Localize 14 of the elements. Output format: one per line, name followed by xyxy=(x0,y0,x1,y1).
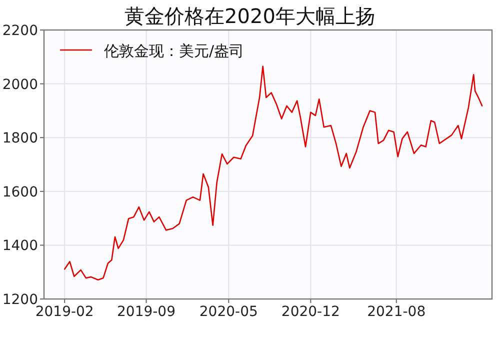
x-tick-label: 2019-09 xyxy=(117,304,176,320)
y-tick-label: 2200 xyxy=(2,23,38,39)
x-tick-label: 2021-08 xyxy=(367,304,426,320)
y-tick-label: 1400 xyxy=(2,238,38,254)
x-tick-label: 2020-12 xyxy=(281,304,340,320)
line-series xyxy=(64,66,483,281)
x-tick-label: 2020-05 xyxy=(199,304,258,320)
chart-title: 黄金价格在2020年大幅上扬 xyxy=(124,4,376,28)
x-tick-label: 2019-02 xyxy=(35,304,94,320)
legend-label: 伦敦金现：美元/盎司 xyxy=(104,42,244,60)
y-tick-label: 2000 xyxy=(2,76,38,93)
y-tick-label: 1200 xyxy=(2,292,38,308)
y-tick-label: 1600 xyxy=(2,184,38,200)
y-tick-label: 1800 xyxy=(2,130,38,147)
